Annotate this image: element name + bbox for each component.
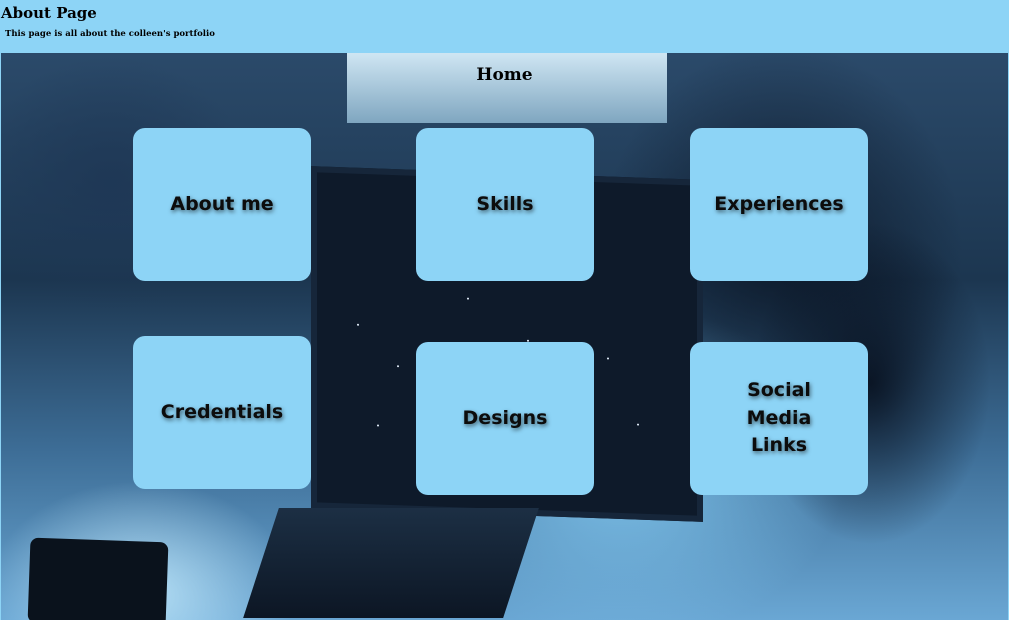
tile-label: Social Media Links <box>746 379 812 457</box>
tile-experiences[interactable]: Experiences <box>690 128 868 281</box>
page-subtitle: This page is all about the colleen's por… <box>5 29 215 39</box>
page-title: About Page <box>1 4 97 22</box>
page-header: About Page This page is all about the co… <box>0 0 1009 53</box>
tile-designs[interactable]: Designs <box>416 342 594 495</box>
tile-label: About me <box>170 192 274 215</box>
photo-window <box>347 53 667 123</box>
tile-credentials[interactable]: Credentials <box>133 336 311 489</box>
tile-label: Designs <box>462 406 548 429</box>
tile-skills[interactable]: Skills <box>416 128 594 281</box>
photo-laptop-keyboard <box>243 508 539 618</box>
tile-label: Experiences <box>714 192 844 215</box>
home-heading: Home <box>476 65 533 85</box>
tile-label: Credentials <box>160 400 284 423</box>
tile-social-media-links[interactable]: Social Media Links <box>690 342 868 495</box>
tile-label: Skills <box>476 192 534 215</box>
photo-phone <box>27 537 169 620</box>
tile-about-me[interactable]: About me <box>133 128 311 281</box>
